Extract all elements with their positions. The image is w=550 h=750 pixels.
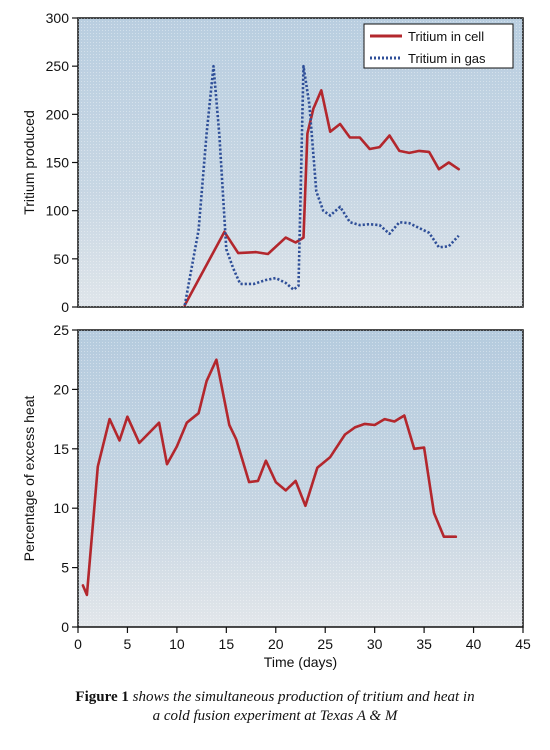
tritium-y-tick-label: 300 (46, 10, 70, 26)
heat-y-tick-label: 5 (61, 560, 69, 576)
x-tick-label: 35 (416, 636, 432, 652)
heat-chart: 0 5 10 15 20 25 0 5 10 15 20 25 30 35 40 45 Percentage … (21, 322, 531, 670)
x-tick-label: 5 (124, 636, 132, 652)
x-tick-label: 45 (515, 636, 531, 652)
tritium-y-tick-label: 200 (46, 106, 70, 122)
heat-series (81, 358, 458, 597)
heat-axes: 0 5 10 15 20 25 0 5 10 15 20 25 30 35 40 45 (53, 322, 531, 652)
heat-y-tick-label: 0 (61, 619, 69, 635)
tritium-y-tick-label: 150 (46, 155, 70, 171)
caption-label: Figure 1 (75, 689, 129, 705)
x-tick-label: 15 (219, 636, 235, 652)
tritium-y-axis-label: Tritium produced (21, 110, 37, 215)
x-tick-label: 0 (74, 636, 82, 652)
tritium-y-axis: 0 50 100 150 200 250 300 (46, 10, 78, 315)
heat-series-line-0 (81, 358, 458, 597)
x-tick-label: 10 (169, 636, 185, 652)
tritium-y-tick-label: 100 (46, 203, 70, 219)
heat-y-axis-label: Percentage of excess heat (21, 396, 37, 562)
heat-y-tick-label: 15 (53, 441, 69, 457)
x-tick-label: 40 (466, 636, 482, 652)
heat-y-tick-label: 10 (53, 500, 69, 516)
tritium-series (183, 64, 461, 307)
heat-y-tick-label: 25 (53, 322, 69, 338)
tritium-y-tick-label: 250 (46, 58, 70, 74)
x-tick-label: 20 (268, 636, 284, 652)
caption-text: shows the simultaneous production of tri… (128, 689, 475, 705)
x-tick-label: 25 (317, 636, 333, 652)
tritium-chart: 0 50 100 150 200 250 300 Tritium produced Trit… (21, 10, 524, 315)
legend-label-cell: Tritium in cell (408, 29, 484, 44)
figure-caption: Figure 1 shows the simultaneous producti… (0, 688, 550, 726)
caption-text-line2: a cold fusion experiment at Texas A & M (152, 708, 398, 724)
tritium-series-line-1 (183, 64, 460, 306)
tritium-y-tick-label: 50 (53, 251, 69, 267)
tritium-y-tick-label: 0 (61, 299, 69, 315)
heat-plot-texture (78, 330, 523, 627)
tritium-series-line-0 (183, 89, 461, 307)
legend-label-gas: Tritium in gas (408, 51, 486, 66)
x-tick-label: 30 (367, 636, 383, 652)
legend: Tritium in cell Tritium in gas (363, 23, 514, 69)
heat-y-tick-label: 20 (53, 381, 69, 397)
time-x-axis-label: Time (days) (264, 654, 337, 670)
